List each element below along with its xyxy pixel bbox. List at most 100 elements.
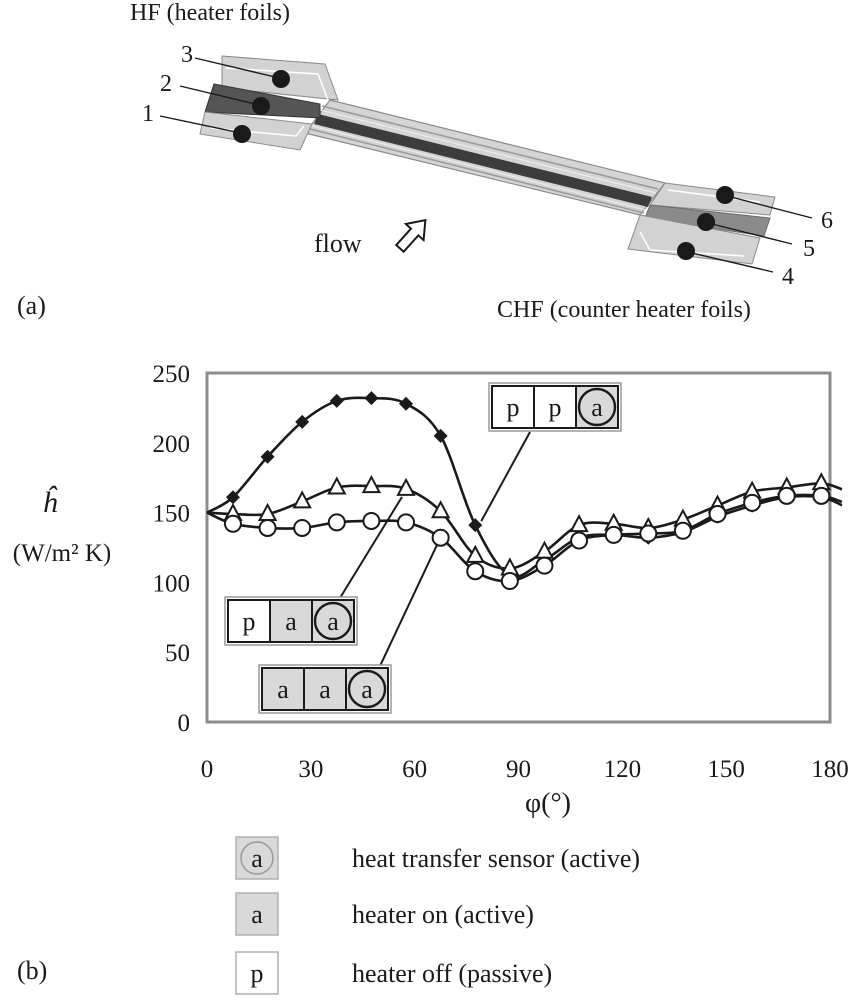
x-tick-label: 30 [298,756,323,783]
heat-transfer-chart: 0 50 100 150 200 250 0 30 60 90 120 150 180 ĥ (W/m²… [13,361,849,819]
callout-aaa: a a a [258,545,438,714]
legend-swatch [235,951,279,995]
y-tick-label: 250 [153,361,191,388]
y-tick-label: 150 [153,501,191,528]
sensor-number-5: 5 [803,236,815,262]
data-point-diamond [295,414,310,429]
sensor-number-6: 6 [821,208,833,234]
data-point-circle [743,493,762,512]
sensor-dot-1 [233,125,251,143]
sensor-diagram: 1 2 3 4 5 6 HF (heater foils) CHF (count… [17,0,833,323]
callout-leader [379,545,438,667]
callout-letter: a [361,675,373,704]
sensor-dot-4 [677,242,695,260]
data-point-circle [397,513,416,532]
y-tick-label: 100 [153,570,191,597]
center-conductor [314,114,652,207]
data-point-circle [535,556,554,575]
data-point-triangle [396,477,416,496]
data-point-circle [570,531,589,550]
data-point-circle [327,513,346,532]
data-point-circle [466,562,485,581]
sensor-circle [347,669,387,709]
sensor-dot-3 [272,70,290,88]
data-point-diamond [399,396,414,411]
data-point-circle [431,528,450,547]
sensor-number-1: 1 [142,101,154,127]
data-point-diamond [468,518,483,533]
sensor-dot-5 [697,213,715,231]
data-point-diamond [329,393,344,408]
legend-label: heater on (active) [352,900,534,929]
sensor-dot-2 [252,97,270,115]
data-point-circle [258,518,277,537]
legend: a heat transfer sensor (active) a heater on… [235,836,640,995]
sensor-number-2: 2 [160,71,172,97]
data-point-circle [293,518,312,537]
x-axis-label: φ(°) [525,788,571,819]
legend-swatch [235,892,279,936]
callout-leader [339,496,403,599]
sensor-dot-6 [716,186,734,204]
callout-letter: a [591,393,603,422]
flow-arrow-icon [394,218,427,254]
data-point-circle [639,524,658,543]
sensor-circle [577,387,617,427]
callout-letter: a [327,607,339,636]
x-axis: 0 30 60 90 120 150 180 [201,756,849,783]
legend-label: heater off (passive) [352,959,552,988]
callout-letter: p [243,607,256,636]
y-axis-label-unit: (W/m² K) [13,540,111,567]
callout-leader [480,431,531,522]
legend-symbol: p [251,959,264,988]
y-tick-label: 0 [178,710,191,737]
sensor-number-3: 3 [181,42,193,68]
y-tick-label: 50 [165,640,190,667]
y-axis: 0 50 100 150 200 250 [153,361,191,737]
callout-cell [345,667,389,711]
hf-label: HF (heater foils) [130,0,290,26]
data-point-circle [604,525,623,544]
panel-b-label: (b) [17,956,47,985]
data-point-diamond [260,449,275,464]
callout-cell [311,599,355,643]
callout-letter: p [549,393,562,422]
data-point-circle [812,486,831,505]
callout-letter: a [285,607,297,636]
x-tick-label: 0 [201,756,214,783]
flow-label: flow [314,229,362,258]
panel-a-label: (a) [17,291,46,320]
y-axis-label-symbol: ĥ [43,486,59,519]
sensor-number-4: 4 [782,264,794,290]
callout-letter: p [507,393,520,422]
data-point-triangle [430,500,451,519]
data-point-circle [777,486,796,505]
data-point-circle [708,504,727,523]
x-tick-label: 90 [506,756,531,783]
legend-symbol: a [251,900,263,929]
data-point-diamond [225,490,240,505]
legend-symbol: a [251,844,263,873]
data-point-triangle [292,490,312,509]
x-tick-label: 150 [707,756,745,783]
x-tick-label: 60 [402,756,427,783]
callout-cell [575,385,619,429]
x-tick-label: 180 [811,756,849,783]
legend-label: heat transfer sensor (active) [352,844,640,873]
callout-cell [533,385,577,429]
data-point-diamond [433,428,448,443]
data-point-circle [223,514,242,533]
data-point-circle [362,511,381,530]
data-point-triangle [361,474,382,494]
legend-sensor-circle [240,841,274,875]
data-point-circle [500,572,519,591]
sensor-circle [313,601,353,641]
data-point-triangle [327,476,347,495]
callout-letter: a [277,675,289,704]
legend-swatch [235,836,279,880]
callout-letter: a [319,675,331,704]
x-tick-label: 120 [604,756,642,783]
